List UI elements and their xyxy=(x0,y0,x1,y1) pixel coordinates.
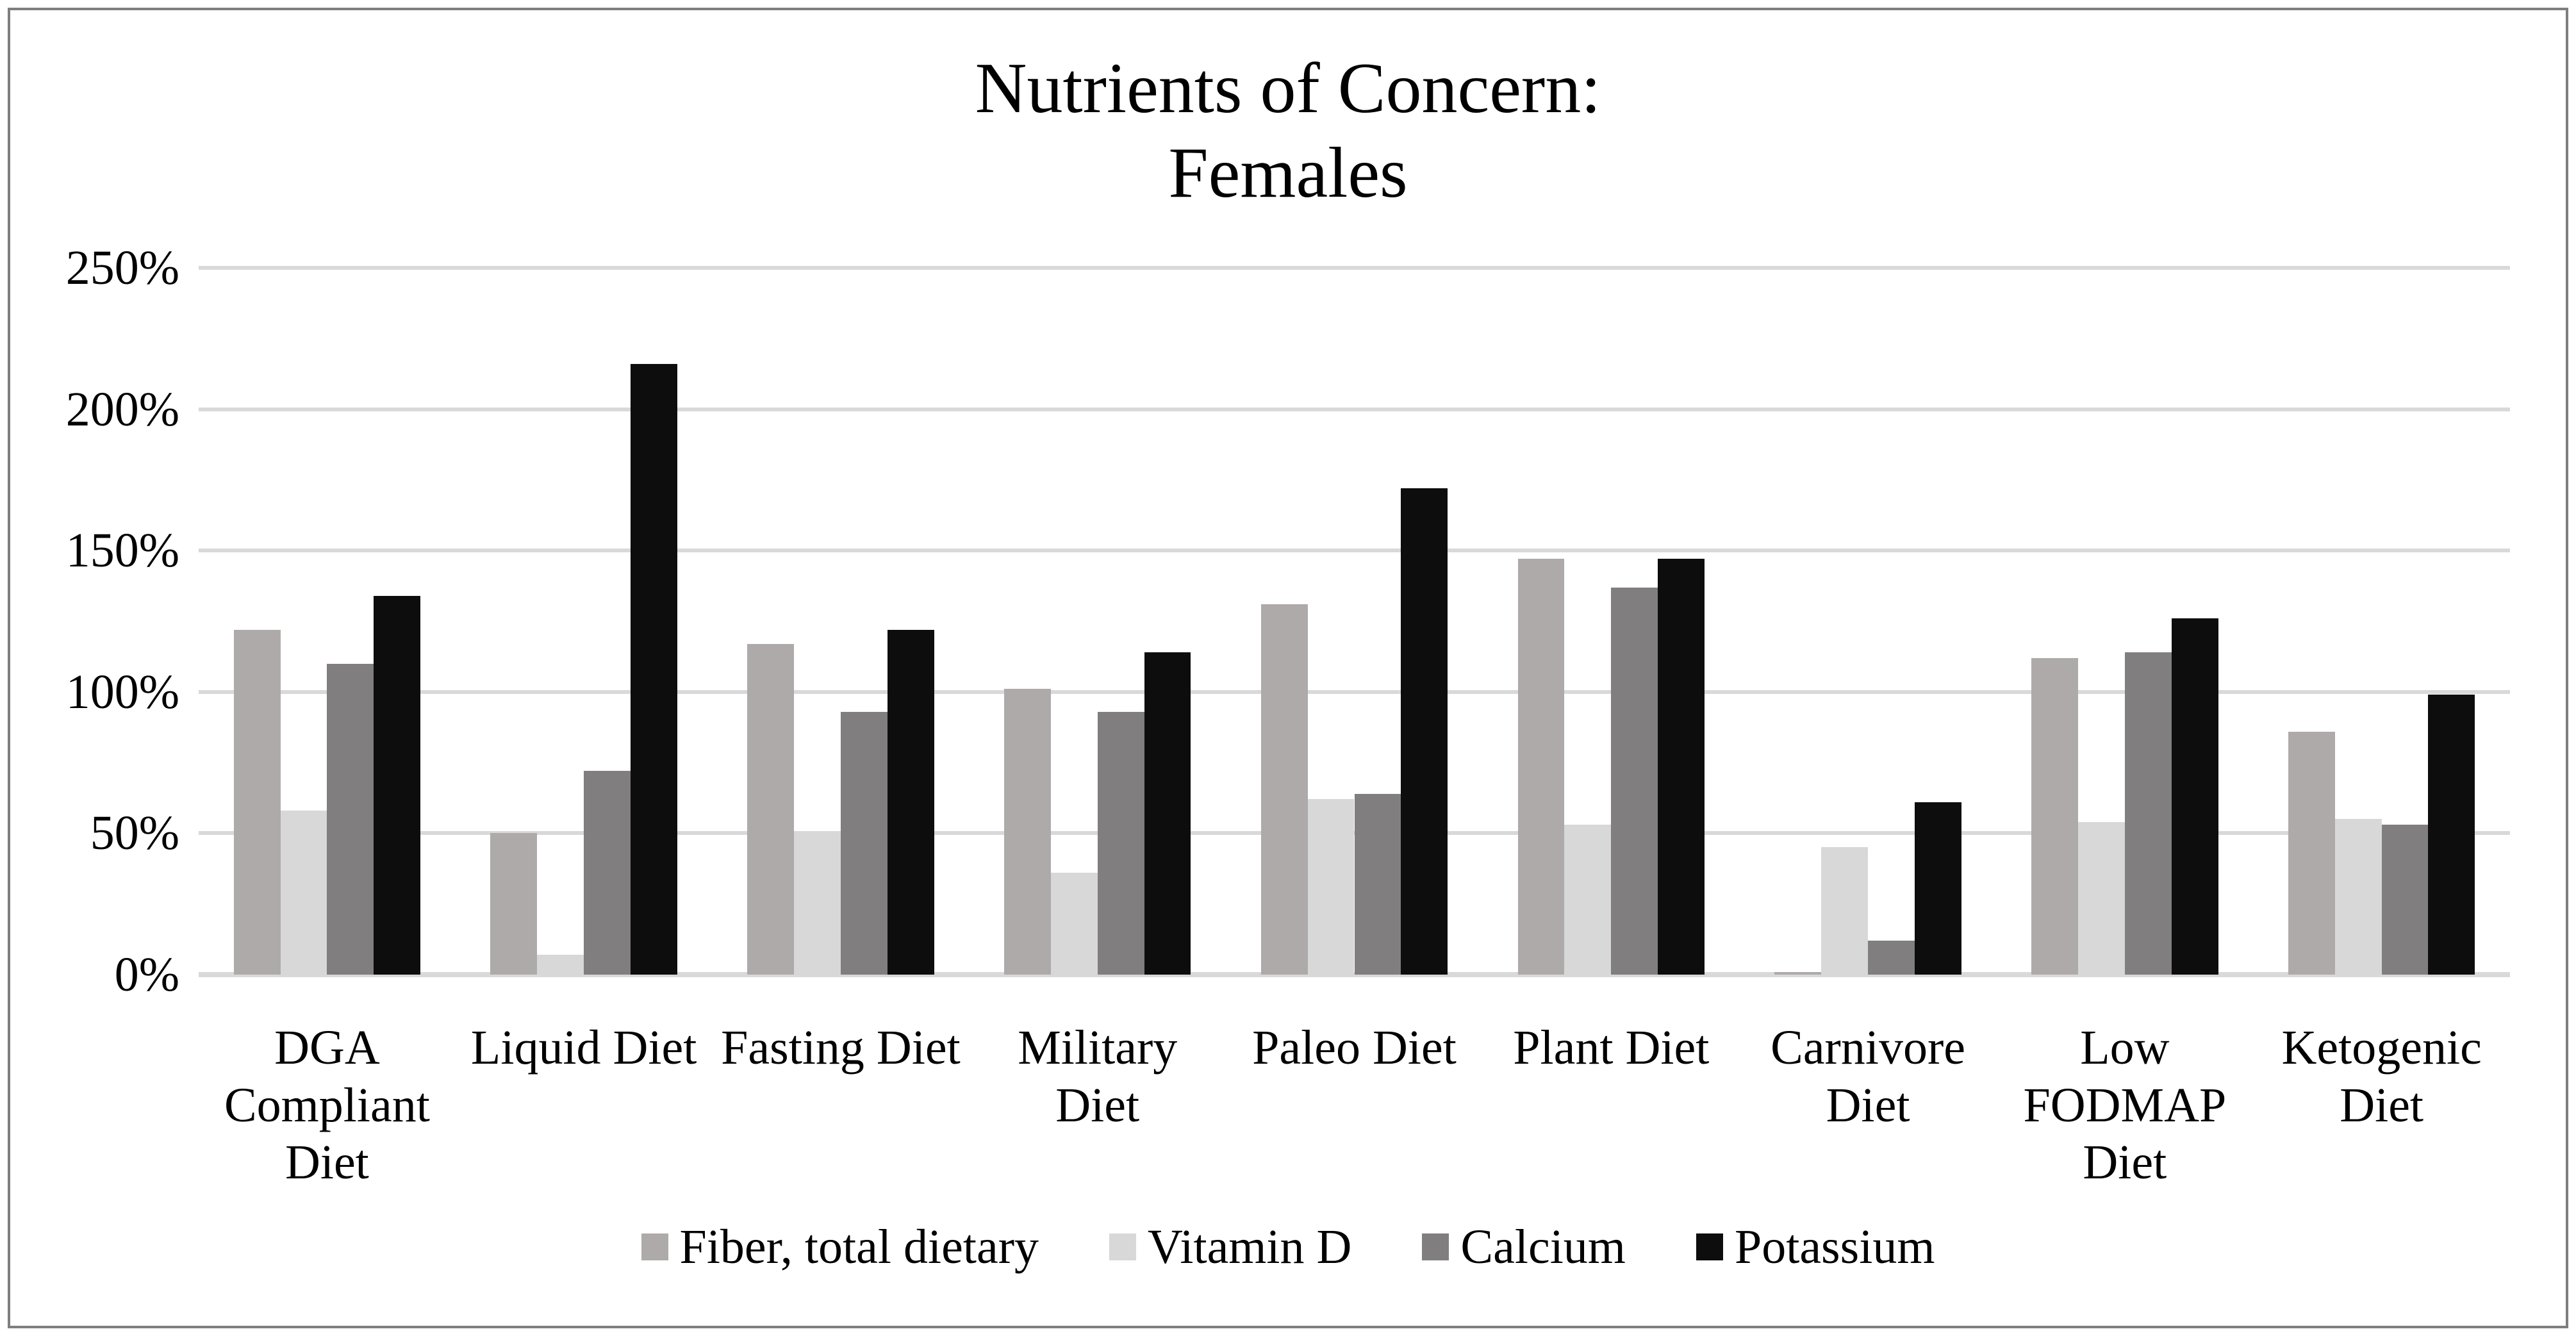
bar-vitamin-d-low-fodmap-diet xyxy=(2077,821,2125,975)
bar-potassium-ketogenic-diet xyxy=(2428,695,2475,975)
legend-item-fiber-total-dietary: Fiber, total dietary xyxy=(641,1223,1039,1271)
bar-fiber-total-dietary-liquid-diet xyxy=(490,833,538,975)
bar-vitamin-d-ketogenic-diet xyxy=(2334,819,2382,975)
bar-vitamin-d-carnivore-diet xyxy=(1821,847,1869,975)
plot-area xyxy=(199,266,2510,977)
gridline-100 xyxy=(199,689,2510,694)
legend-label-calcium: Calcium xyxy=(1460,1220,1626,1274)
bar-fiber-total-dietary-plant-diet xyxy=(1517,559,1565,975)
bar-potassium-paleo-diet xyxy=(1401,488,1448,975)
x-label-fasting-diet: Fasting Diet xyxy=(721,1021,961,1075)
legend-label-potassium: Potassium xyxy=(1734,1220,1935,1274)
bar-calcium-paleo-diet xyxy=(1354,793,1401,975)
y-tick-label-250: 250% xyxy=(65,241,179,295)
bar-vitamin-d-liquid-diet xyxy=(537,955,584,975)
x-label-paleo-diet: Paleo Diet xyxy=(1252,1021,1457,1075)
legend-label-vitamin-d: Vitamin D xyxy=(1148,1220,1352,1274)
bar-calcium-low-fodmap-diet xyxy=(2124,652,2172,975)
gridline-200 xyxy=(199,407,2510,411)
y-tick-label-200: 200% xyxy=(65,382,179,436)
y-tick-label-50: 50% xyxy=(90,806,179,861)
bar-potassium-low-fodmap-diet xyxy=(2171,618,2218,975)
y-axis: 0% 50% 100% 150% 200% 250% xyxy=(26,241,179,1002)
legend-swatch-fiber-total-dietary xyxy=(641,1233,668,1260)
legend-swatch-vitamin-d xyxy=(1109,1233,1137,1260)
bar-potassium-fasting-diet xyxy=(887,629,934,975)
bar-fiber-total-dietary-paleo-diet xyxy=(1260,604,1308,975)
x-label-plant-diet: Plant Diet xyxy=(1513,1021,1710,1075)
bar-potassium-plant-diet xyxy=(1658,559,1705,975)
y-tick-label-0: 0% xyxy=(114,948,179,1002)
chart-title-line-2: Females xyxy=(1168,133,1408,213)
bar-calcium-carnivore-diet xyxy=(1868,941,1915,975)
gridline-150 xyxy=(199,548,2510,553)
bar-potassium-dga-compliant-diet xyxy=(374,595,421,975)
x-axis-line xyxy=(199,972,2510,977)
bar-vitamin-d-fasting-diet xyxy=(794,833,841,975)
bar-vitamin-d-dga-compliant-diet xyxy=(280,811,327,975)
bar-fiber-total-dietary-fasting-diet xyxy=(747,643,795,975)
y-tick-label-100: 100% xyxy=(65,664,179,719)
bar-vitamin-d-paleo-diet xyxy=(1307,799,1355,975)
bar-fiber-total-dietary-ketogenic-diet xyxy=(2288,731,2335,975)
x-label-military-diet: Military Diet xyxy=(1018,1021,1178,1132)
bar-potassium-liquid-diet xyxy=(631,364,677,975)
x-label-liquid-diet: Liquid Diet xyxy=(470,1021,697,1075)
gridline-250 xyxy=(199,266,2510,270)
bar-calcium-dga-compliant-diet xyxy=(327,663,374,975)
bar-calcium-military-diet xyxy=(1097,711,1144,975)
x-axis: DGA Compliant Diet Liquid Diet Fasting Die… xyxy=(199,1019,2510,1192)
bar-calcium-fasting-diet xyxy=(840,711,888,975)
y-tick-label-150: 150% xyxy=(65,524,179,578)
bar-calcium-plant-diet xyxy=(1611,587,1658,975)
x-label-carnivore-diet: Carnivore Diet xyxy=(1771,1021,1966,1132)
bar-fiber-total-dietary-low-fodmap-diet xyxy=(2031,657,2078,975)
bar-potassium-military-diet xyxy=(1144,652,1191,975)
bar-fiber-total-dietary-dga-compliant-diet xyxy=(233,629,281,975)
legend-label-fiber-total-dietary: Fiber, total dietary xyxy=(679,1220,1039,1274)
legend-item-vitamin-d: Vitamin D xyxy=(1109,1223,1351,1271)
bar-potassium-carnivore-diet xyxy=(1914,802,1961,975)
legend: Fiber, total dietary Vitamin D Calcium Pota… xyxy=(0,1223,2576,1271)
x-label-dga-compliant-diet: DGA Compliant Diet xyxy=(224,1021,430,1190)
legend-item-potassium: Potassium xyxy=(1696,1223,1935,1271)
bar-calcium-liquid-diet xyxy=(584,771,631,975)
bars-layer xyxy=(199,268,2510,975)
chart-title-line-1: Nutrients of Concern: xyxy=(975,49,1601,128)
legend-item-calcium: Calcium xyxy=(1422,1223,1626,1271)
legend-swatch-calcium xyxy=(1422,1233,1449,1260)
bar-fiber-total-dietary-military-diet xyxy=(1003,689,1051,975)
bar-calcium-ketogenic-diet xyxy=(2381,825,2429,975)
bar-fiber-total-dietary-carnivore-diet xyxy=(1774,971,1822,975)
x-label-low-fodmap-diet: Low FODMAP Diet xyxy=(2023,1021,2227,1190)
bar-vitamin-d-plant-diet xyxy=(1564,825,1612,975)
chart-title: Nutrients of Concern: Females xyxy=(0,46,2576,215)
bar-vitamin-d-military-diet xyxy=(1050,873,1098,975)
legend-swatch-potassium xyxy=(1696,1233,1723,1260)
x-label-ketogenic-diet: Ketogenic Diet xyxy=(2281,1021,2482,1132)
